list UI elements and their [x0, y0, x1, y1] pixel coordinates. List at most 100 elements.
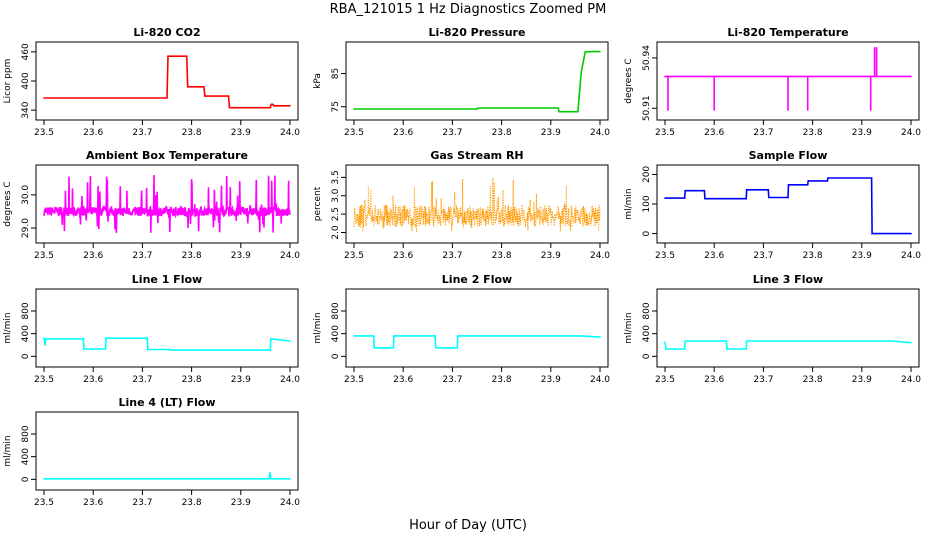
data-point [169, 349, 171, 351]
data-point [745, 189, 748, 191]
x-tick-label: 23.8 [803, 251, 823, 261]
data-point [43, 97, 45, 99]
y-tick-label: 3.5 [331, 170, 341, 184]
data-point [910, 341, 912, 344]
y-tick-label: 800 [642, 302, 652, 319]
data-point [580, 71, 583, 73]
data-point [871, 232, 873, 235]
x-tick-label: 23.7 [132, 128, 152, 138]
y-axis-label: ml/min [624, 188, 634, 219]
x-tick-label: 23.7 [132, 498, 152, 508]
x-tick-label: 23.5 [344, 128, 364, 138]
x-tick-label: 23.5 [34, 375, 54, 385]
y-tick-label: 0 [642, 230, 652, 236]
x-tick-label: 23.7 [132, 251, 152, 261]
y-axis-label: ml/min [313, 312, 323, 343]
series-line [44, 472, 290, 480]
data-point [870, 177, 873, 179]
y-axis-label: Licor ppm [3, 59, 13, 104]
series-line [665, 47, 911, 110]
data-point [713, 75, 715, 78]
y-tick-label: 400 [331, 325, 341, 342]
data-point [767, 189, 770, 191]
plot-frame [656, 288, 920, 368]
plot-frame [35, 288, 299, 368]
data-point [869, 75, 872, 78]
x-tick-label: 23.7 [753, 128, 773, 138]
data-point [268, 478, 271, 480]
data-point [227, 95, 230, 97]
data-point [873, 47, 876, 49]
data-point [43, 337, 45, 340]
y-tick-label: 340 [21, 101, 31, 118]
panel-title: Li-820 Pressure [429, 26, 526, 39]
data-point [269, 106, 272, 109]
y-tick-label: 400 [21, 448, 31, 465]
x-tick-label: 23.9 [852, 128, 872, 138]
x-tick-label: 23.8 [182, 128, 202, 138]
data-point [704, 197, 706, 200]
data-point [664, 75, 666, 78]
data-point [373, 347, 376, 349]
x-tick-label: 24.0 [280, 498, 300, 508]
data-point [579, 335, 582, 337]
data-point [270, 338, 272, 340]
data-point [787, 109, 789, 111]
series-line [44, 55, 290, 109]
data-point [787, 184, 790, 186]
data-point [666, 348, 668, 350]
plot-frame [345, 288, 609, 368]
x-tick-label: 23.5 [655, 375, 675, 385]
y-tick-label: 50.94 [642, 45, 652, 71]
plot-frame [656, 164, 920, 244]
x-tick-label: 23.7 [442, 251, 462, 261]
x-tick-label: 23.9 [231, 375, 251, 385]
x-tick-label: 23.9 [231, 128, 251, 138]
y-tick-label: 0 [21, 476, 31, 482]
panel-1: Li-820 CO2 23.5 23.6 23.7 23.8 23.9 24.0 340 400… [3, 26, 300, 138]
plot-frame [656, 41, 920, 121]
data-point [591, 50, 594, 53]
data-point [204, 95, 206, 97]
y-tick-label: 800 [21, 425, 31, 442]
figure-title: RBA_121015 1 Hz Diagnostics Zoomed PM [329, 2, 607, 17]
plot-frame [345, 41, 609, 121]
x-tick-label: 24.0 [280, 375, 300, 385]
figure-xlabel: Hour of Day (UTC) [409, 518, 527, 533]
x-tick-label: 23.6 [393, 128, 413, 138]
y-tick-label: 50.91 [642, 95, 652, 121]
data-point [806, 109, 809, 111]
panel-title: Sample Flow [749, 149, 828, 162]
y-axis-label: ml/min [3, 312, 13, 343]
data-point [806, 75, 809, 78]
x-tick-label: 23.9 [541, 251, 561, 261]
data-point [393, 335, 395, 337]
series-line [43, 337, 291, 351]
y-tick-label: 75 [331, 101, 341, 112]
data-point [667, 75, 669, 78]
data-point [270, 103, 273, 106]
y-tick-label: 2.5 [331, 207, 341, 221]
x-tick-label: 24.0 [901, 128, 921, 138]
plot-frame [35, 411, 299, 491]
data-point [577, 110, 579, 113]
panel-title: Line 4 (LT) Flow [119, 396, 216, 409]
data-point [105, 337, 107, 340]
data-point [683, 348, 686, 350]
x-tick-label: 23.9 [852, 251, 872, 261]
x-tick-label: 23.5 [34, 251, 54, 261]
x-tick-label: 23.6 [704, 128, 724, 138]
data-point [869, 109, 872, 111]
panel-7: Line 1 Flow 23.5 23.6 23.7 23.8 23.9 24.0 0 400 8… [3, 273, 300, 385]
series-line [664, 340, 912, 350]
x-tick-label: 24.0 [280, 251, 300, 261]
data-point [457, 335, 459, 337]
data-point [683, 197, 686, 199]
data-point [664, 341, 666, 344]
y-tick-label: 400 [642, 325, 652, 342]
x-tick-label: 23.5 [34, 128, 54, 138]
data-point [875, 47, 878, 49]
data-point [83, 348, 85, 350]
panel-2: Li-820 Pressure 23.5 23.6 23.7 23.8 23.9 24.0 7… [313, 26, 610, 138]
